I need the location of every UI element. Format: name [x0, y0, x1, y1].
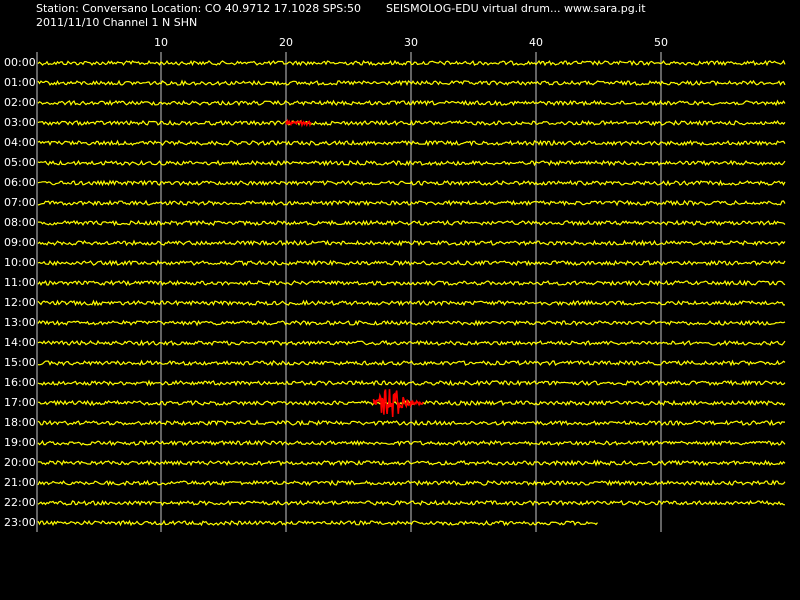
trace: [37, 439, 786, 447]
trace: [37, 199, 786, 207]
trace: [37, 159, 786, 167]
row-label: 20:00: [4, 456, 36, 469]
trace: [37, 99, 786, 107]
trace: [37, 499, 786, 507]
x-tick-label: 20: [279, 36, 293, 49]
row-label: 07:00: [4, 196, 36, 209]
channel-info: 2011/11/10 Channel 1 N SHN: [36, 16, 197, 29]
row-label: 12:00: [4, 296, 36, 309]
trace: [37, 279, 786, 287]
event-trace: [372, 389, 424, 418]
row-label: 21:00: [4, 476, 36, 489]
row-label: 04:00: [4, 136, 36, 149]
event-trace: [285, 118, 312, 128]
row-label: 03:00: [4, 116, 36, 129]
x-tick-label: 40: [529, 36, 543, 49]
row-label: 05:00: [4, 156, 36, 169]
trace: [37, 319, 786, 327]
row-label: 06:00: [4, 176, 36, 189]
row-label: 09:00: [4, 236, 36, 249]
row-label: 15:00: [4, 356, 36, 369]
trace: [38, 219, 786, 227]
trace: [37, 299, 786, 307]
trace: [37, 179, 786, 187]
trace: [37, 139, 786, 147]
row-label: 00:00: [4, 56, 36, 69]
trace: [37, 519, 598, 527]
trace: [37, 259, 786, 267]
row-label: 23:00: [4, 516, 36, 529]
trace: [37, 359, 786, 367]
x-tick-label: 10: [154, 36, 168, 49]
trace: [37, 79, 786, 87]
trace: [37, 239, 786, 247]
x-tick-label: 30: [404, 36, 418, 49]
trace: [37, 479, 786, 487]
row-label: 10:00: [4, 256, 36, 269]
trace: [37, 379, 786, 387]
row-label: 01:00: [4, 76, 36, 89]
x-tick-label: 50: [654, 36, 668, 49]
trace: [37, 419, 785, 427]
row-label: 16:00: [4, 376, 36, 389]
row-label: 22:00: [4, 496, 36, 509]
row-label: 18:00: [4, 416, 36, 429]
trace: [37, 339, 786, 347]
row-label: 13:00: [4, 316, 36, 329]
trace: [37, 59, 786, 67]
station-info: Station: Conversano Location: CO 40.9712…: [36, 2, 361, 15]
row-label: 11:00: [4, 276, 36, 289]
row-label: 08:00: [4, 216, 36, 229]
row-label: 02:00: [4, 96, 36, 109]
drum-title: SEISMOLOG-EDU virtual drum... www.sara.p…: [386, 2, 646, 15]
trace: [37, 459, 786, 467]
row-label: 17:00: [4, 396, 36, 409]
trace: [37, 119, 786, 127]
row-label: 14:00: [4, 336, 36, 349]
row-label: 19:00: [4, 436, 36, 449]
